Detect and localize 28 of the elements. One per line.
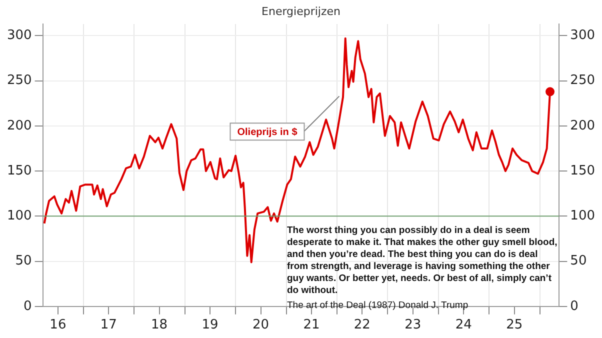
x-tick-label: 17	[100, 318, 117, 333]
y-tick-label: 50	[15, 254, 32, 269]
annotation: The worst thing you can possibly do in a deal is seem desperate to make it. That makes the other guy smell blood, and then you’re dead. The best thing you can do is deal from strength, and leverage is having something the other guy wants. Or better yet, needs. Or best of all, simply can’t do without.	[287, 225, 558, 297]
y-tick-label: 150	[6, 163, 32, 178]
y2-tick-label: 100	[570, 208, 596, 224]
y2-tick-label: 150	[570, 163, 596, 178]
y-tick-label: 0	[24, 298, 32, 314]
x-tick-label: 24	[455, 318, 472, 333]
y2-tick-label: 250	[570, 73, 596, 88]
x-tick-label: 21	[303, 318, 320, 333]
y-tick-label: 100	[6, 208, 32, 224]
y2-tick-label: 50	[570, 254, 587, 269]
chart-title: Energieprijzen	[260, 5, 342, 18]
x-tick-label: 23	[404, 318, 422, 333]
x-tick-label: 25	[506, 318, 523, 333]
x-tick-label: 22	[354, 318, 370, 333]
annotation: Olieprijs in $	[237, 126, 298, 138]
x-tick-label: 19	[202, 318, 218, 333]
y-tick-label: 300	[6, 28, 32, 44]
y2-tick-label: 300	[570, 28, 596, 44]
x-tick-label: 20	[252, 318, 270, 333]
annotation: The art of the Deal (1987) Donald J. Trump	[287, 300, 470, 312]
y2-tick-label: 0	[570, 298, 578, 314]
y2-tick-label: 200	[570, 118, 596, 134]
y-tick-label: 200	[6, 118, 32, 134]
x-tick-label: 16	[50, 318, 66, 333]
y-tick-label: 250	[6, 73, 32, 88]
x-tick-label: 18	[151, 318, 168, 333]
